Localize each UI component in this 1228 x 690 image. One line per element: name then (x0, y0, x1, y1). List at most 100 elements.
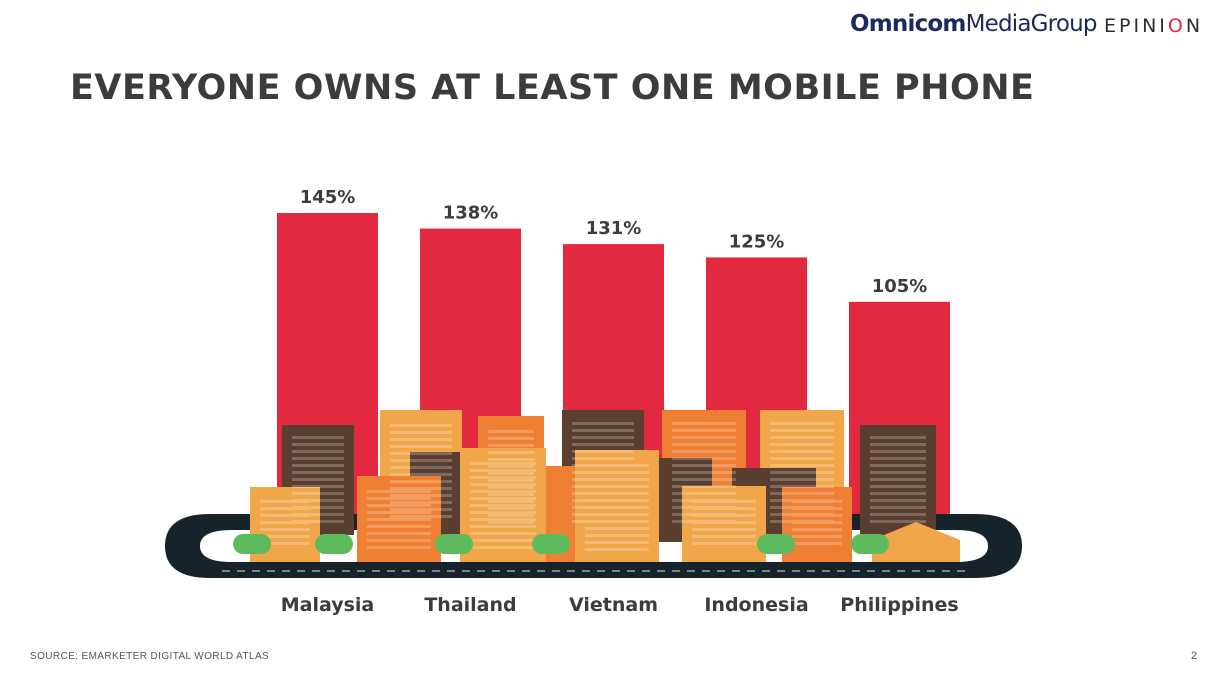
window-row (367, 525, 431, 528)
window-row (672, 513, 736, 516)
window-row (692, 542, 756, 545)
window-row (470, 539, 536, 542)
window-row (470, 518, 536, 521)
city-illustration (165, 410, 1022, 578)
window-row (770, 485, 834, 488)
window-row (770, 492, 834, 495)
window-row (390, 445, 452, 448)
window-row (585, 520, 649, 523)
window-row (292, 478, 344, 481)
window-row (572, 471, 634, 474)
window-row (585, 506, 649, 509)
window-row (292, 520, 344, 523)
window-row (390, 424, 452, 427)
window-row (572, 464, 634, 467)
window-row (572, 422, 634, 425)
window-row (770, 422, 834, 425)
window-row (292, 450, 344, 453)
window-row (870, 457, 926, 460)
window-row (572, 457, 634, 460)
window-row (792, 542, 842, 545)
value-label-vietnam: 131% (586, 218, 642, 239)
window-row (470, 483, 536, 486)
window-row (390, 494, 452, 497)
window-row (367, 546, 431, 549)
window-row (870, 471, 926, 474)
window-row (488, 465, 534, 468)
window-row (488, 521, 534, 524)
window-row (672, 457, 736, 460)
window-row (870, 506, 926, 509)
window-row (692, 514, 756, 517)
window-row (292, 464, 344, 467)
category-label-vietnam: Vietnam (569, 594, 658, 616)
window-row (367, 511, 431, 514)
page-number: 2 (1191, 650, 1198, 662)
window-row (488, 451, 534, 454)
window-row (390, 466, 452, 469)
window-row (672, 471, 736, 474)
window-row (792, 500, 842, 503)
window-row (870, 485, 926, 488)
window-row (585, 548, 649, 551)
window-row (470, 469, 536, 472)
window-row (572, 520, 634, 523)
window-row (292, 471, 344, 474)
window-row (572, 485, 634, 488)
window-row (672, 478, 736, 481)
building (357, 476, 441, 562)
window-row (260, 535, 310, 538)
window-row (792, 521, 842, 524)
window-row (870, 443, 926, 446)
window-row (390, 459, 452, 462)
tree (435, 534, 473, 554)
window-row (870, 464, 926, 467)
category-label-philippines: Philippines (840, 594, 958, 616)
omnicom-logo: OmnicomMediaGroup (850, 11, 1097, 37)
window-row (572, 499, 634, 502)
window-row (292, 457, 344, 460)
window-row (870, 520, 926, 523)
window-row (585, 534, 649, 537)
window-row (488, 430, 534, 433)
value-label-thailand: 138% (443, 203, 499, 224)
window-row (488, 444, 534, 447)
window-row (390, 487, 452, 490)
window-row (572, 513, 634, 516)
window-row (367, 504, 431, 507)
tree (757, 534, 795, 554)
window-row (292, 506, 344, 509)
window-row (488, 507, 534, 510)
window-row (470, 525, 536, 528)
window-row (390, 515, 452, 518)
window-row (770, 457, 834, 460)
epinion-logo: EPINION (1104, 15, 1204, 37)
window-row (488, 514, 534, 517)
window-row (572, 436, 634, 439)
window-row (470, 497, 536, 500)
window-row (390, 473, 452, 476)
window-row (470, 532, 536, 535)
building (460, 448, 546, 562)
window-row (770, 499, 834, 502)
window-row (585, 464, 649, 467)
window-row (470, 546, 536, 549)
window-row (292, 492, 344, 495)
window-row (770, 471, 834, 474)
window-row (770, 506, 834, 509)
window-row (692, 521, 756, 524)
window-row (585, 485, 649, 488)
window-row (672, 436, 736, 439)
window-row (470, 476, 536, 479)
window-row (470, 504, 536, 507)
window-row (585, 478, 649, 481)
window-row (390, 452, 452, 455)
building (575, 450, 659, 562)
window-row (292, 513, 344, 516)
window-row (770, 443, 834, 446)
source-note: SOURCE: EMARKETER DIGITAL WORLD ATLAS (30, 651, 270, 662)
window-row (488, 493, 534, 496)
window-row (488, 486, 534, 489)
window-row (470, 511, 536, 514)
